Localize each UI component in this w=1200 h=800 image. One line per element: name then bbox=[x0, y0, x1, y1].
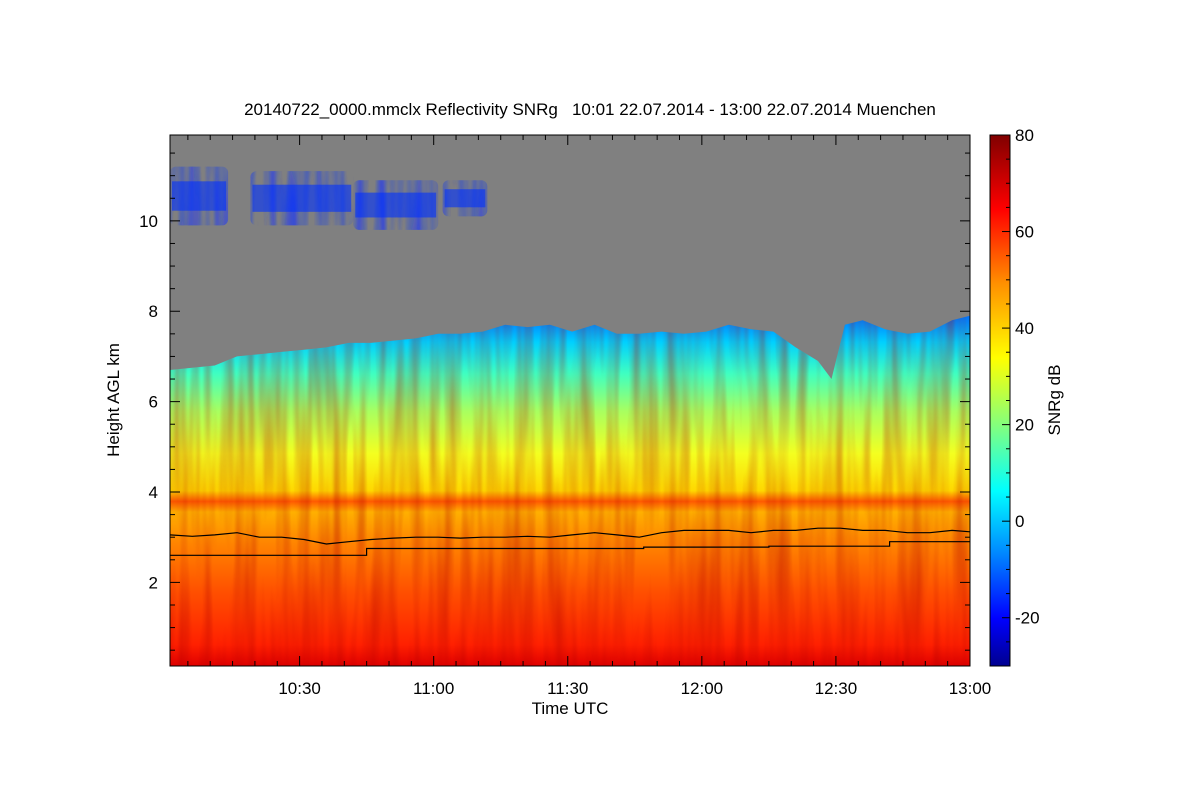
colorbar-tick-label: 80 bbox=[1015, 126, 1034, 145]
x-axis: 10:30 11:00 11:30 12:00 12:30 13:00 bbox=[187, 135, 992, 698]
y-tick-label: 4 bbox=[149, 483, 158, 502]
plot-area bbox=[170, 135, 970, 666]
y-tick-label: 2 bbox=[149, 573, 158, 592]
chart-title: 20140722_0000.mmclx Reflectivity SNRg 10… bbox=[244, 100, 936, 119]
cirrus-core bbox=[172, 181, 227, 211]
x-tick-label: 11:30 bbox=[547, 679, 588, 698]
fallstreak-texture bbox=[170, 315, 970, 666]
high-cirrus-echoes bbox=[170, 166, 488, 230]
colorbar-axis: -20 0 20 40 60 80 bbox=[1002, 126, 1040, 643]
y-tick-label: 8 bbox=[149, 302, 158, 321]
x-tick-label: 11:00 bbox=[413, 679, 454, 698]
x-axis-label: Time UTC bbox=[532, 699, 609, 718]
x-tick-label: 10:30 bbox=[278, 679, 321, 698]
y-tick-label: 10 bbox=[139, 212, 158, 231]
fallstreak-dark bbox=[170, 315, 970, 666]
cirrus-core bbox=[252, 184, 352, 212]
colorbar-tick-label: 20 bbox=[1015, 416, 1034, 435]
cirrus-core bbox=[444, 189, 486, 208]
x-tick-label: 12:00 bbox=[681, 679, 724, 698]
y-tick-label: 6 bbox=[149, 393, 158, 412]
colorbar-label: SNRg dB bbox=[1045, 365, 1064, 436]
melting-layer-line bbox=[170, 527, 970, 545]
colorbar-tick-label: 60 bbox=[1015, 223, 1034, 242]
y-axis-label: Height AGL km bbox=[104, 343, 123, 457]
x-tick-label: 12:30 bbox=[815, 679, 858, 698]
colorbar-tick-label: 0 bbox=[1015, 512, 1024, 531]
colorbar-tick-label: 40 bbox=[1015, 319, 1034, 338]
lower-step-line bbox=[170, 541, 970, 556]
plot-frame bbox=[169, 134, 971, 667]
x-tick-label: 13:00 bbox=[949, 679, 992, 698]
colorbar-tick-label: -20 bbox=[1015, 609, 1040, 628]
y-axis: 2 4 6 8 10 bbox=[139, 152, 970, 651]
cirrus-core bbox=[355, 192, 437, 218]
